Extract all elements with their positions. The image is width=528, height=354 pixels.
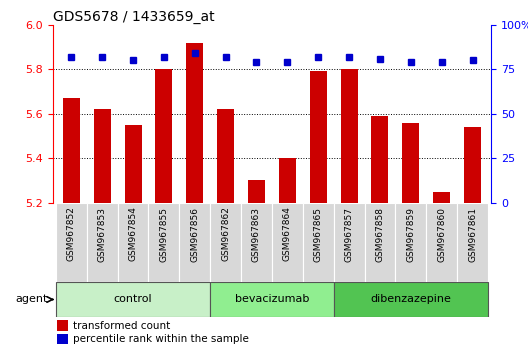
- Bar: [372, 116, 389, 202]
- Text: GSM967852: GSM967852: [67, 207, 76, 262]
- Bar: [210, 202, 241, 282]
- Bar: [303, 202, 334, 282]
- Bar: [241, 202, 272, 282]
- Bar: [148, 202, 180, 282]
- Bar: [248, 181, 265, 202]
- Text: GSM967860: GSM967860: [437, 207, 446, 262]
- Bar: [364, 202, 395, 282]
- Bar: [395, 202, 426, 282]
- Bar: [155, 69, 172, 202]
- Bar: [402, 122, 419, 202]
- Text: GSM967865: GSM967865: [314, 207, 323, 262]
- Bar: [87, 202, 118, 282]
- Bar: [334, 282, 488, 317]
- Bar: [180, 202, 210, 282]
- Text: bevacizumab: bevacizumab: [235, 295, 309, 304]
- Bar: [334, 202, 364, 282]
- Bar: [426, 202, 457, 282]
- Text: GSM967862: GSM967862: [221, 207, 230, 262]
- Bar: [272, 202, 303, 282]
- Bar: [210, 282, 334, 317]
- Text: GSM967858: GSM967858: [375, 207, 384, 262]
- Bar: [279, 158, 296, 202]
- Text: GSM967864: GSM967864: [283, 207, 292, 262]
- Bar: [341, 69, 357, 202]
- Text: percentile rank within the sample: percentile rank within the sample: [72, 334, 248, 344]
- Bar: [310, 72, 327, 202]
- Text: control: control: [114, 295, 153, 304]
- Bar: [57, 333, 68, 344]
- Text: GSM967853: GSM967853: [98, 207, 107, 262]
- Text: GSM967856: GSM967856: [190, 207, 199, 262]
- Bar: [118, 202, 148, 282]
- Bar: [464, 127, 481, 202]
- Text: agent: agent: [16, 295, 48, 304]
- Text: GSM967859: GSM967859: [407, 207, 416, 262]
- Bar: [63, 98, 80, 202]
- Bar: [457, 202, 488, 282]
- Text: GDS5678 / 1433659_at: GDS5678 / 1433659_at: [53, 10, 214, 24]
- Bar: [433, 192, 450, 202]
- Text: transformed count: transformed count: [72, 321, 170, 331]
- Text: GSM967861: GSM967861: [468, 207, 477, 262]
- Bar: [56, 282, 210, 317]
- Text: GSM967857: GSM967857: [345, 207, 354, 262]
- Bar: [93, 109, 111, 202]
- Bar: [186, 42, 203, 202]
- Text: GSM967863: GSM967863: [252, 207, 261, 262]
- Bar: [57, 320, 68, 331]
- Bar: [125, 125, 142, 202]
- Text: dibenzazepine: dibenzazepine: [370, 295, 451, 304]
- Text: GSM967855: GSM967855: [159, 207, 168, 262]
- Text: GSM967854: GSM967854: [128, 207, 137, 262]
- Bar: [56, 202, 87, 282]
- Bar: [217, 109, 234, 202]
